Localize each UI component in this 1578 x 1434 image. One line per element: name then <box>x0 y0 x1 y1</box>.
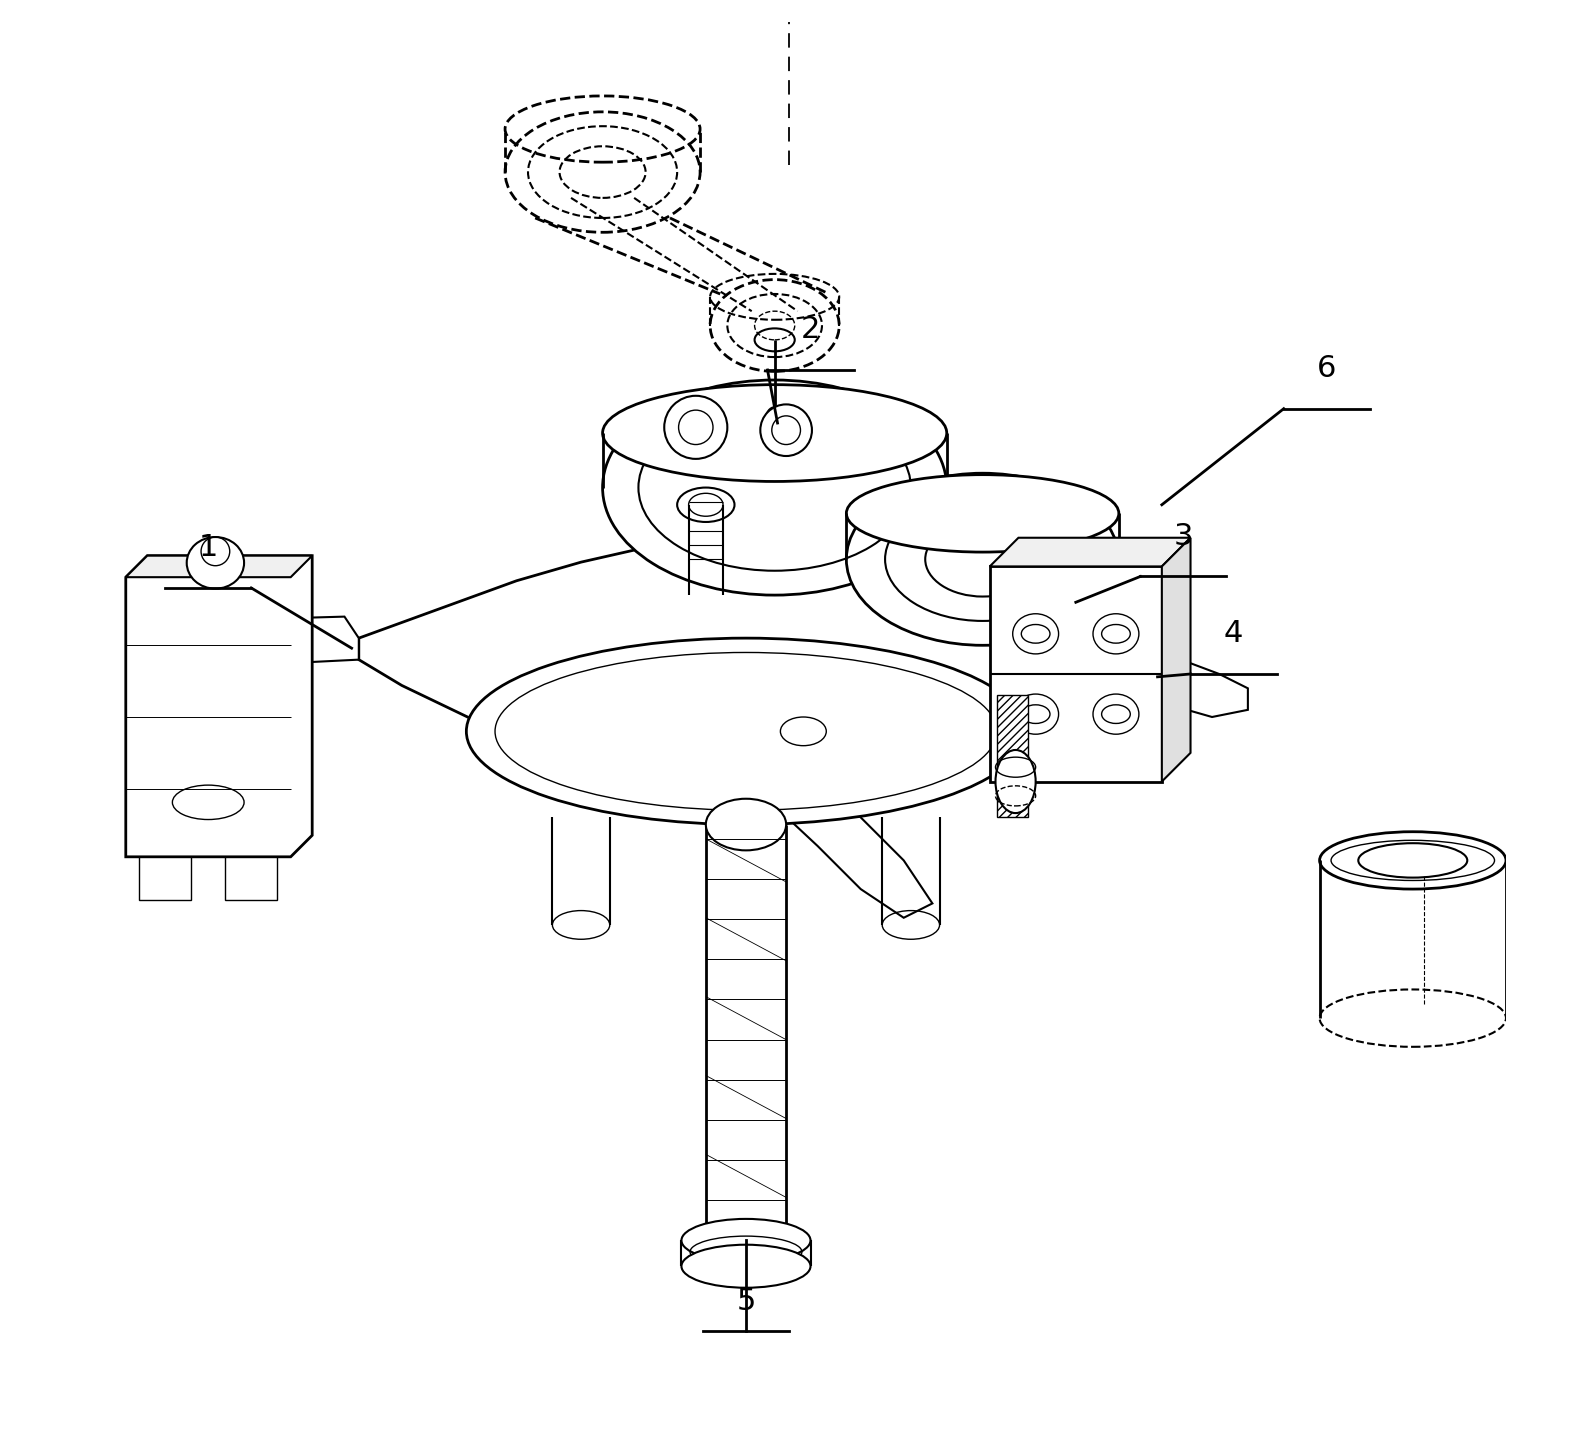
Ellipse shape <box>664 396 727 459</box>
Polygon shape <box>139 858 191 901</box>
Text: 1: 1 <box>199 533 218 562</box>
Polygon shape <box>226 858 278 901</box>
Polygon shape <box>158 617 358 674</box>
Text: 3: 3 <box>1174 522 1193 551</box>
Polygon shape <box>1161 538 1190 782</box>
Ellipse shape <box>996 750 1035 813</box>
Ellipse shape <box>467 638 1026 825</box>
Ellipse shape <box>677 488 734 522</box>
Polygon shape <box>126 555 312 858</box>
Ellipse shape <box>186 536 245 589</box>
Ellipse shape <box>705 799 786 850</box>
FancyBboxPatch shape <box>997 695 1029 817</box>
Ellipse shape <box>846 473 1119 645</box>
Ellipse shape <box>765 407 783 430</box>
Polygon shape <box>1054 617 1248 717</box>
Polygon shape <box>989 538 1190 566</box>
Polygon shape <box>126 555 312 576</box>
Text: 2: 2 <box>800 315 821 344</box>
Ellipse shape <box>682 1245 811 1288</box>
Text: 5: 5 <box>737 1288 756 1316</box>
Text: 6: 6 <box>1318 354 1337 383</box>
FancyBboxPatch shape <box>989 566 1161 782</box>
Ellipse shape <box>761 404 813 456</box>
Ellipse shape <box>1319 832 1505 889</box>
Polygon shape <box>358 538 1161 774</box>
Polygon shape <box>724 770 933 918</box>
Ellipse shape <box>846 475 1119 552</box>
Ellipse shape <box>603 384 947 482</box>
Text: 4: 4 <box>1225 619 1243 648</box>
Ellipse shape <box>682 1219 811 1262</box>
Ellipse shape <box>603 380 947 595</box>
